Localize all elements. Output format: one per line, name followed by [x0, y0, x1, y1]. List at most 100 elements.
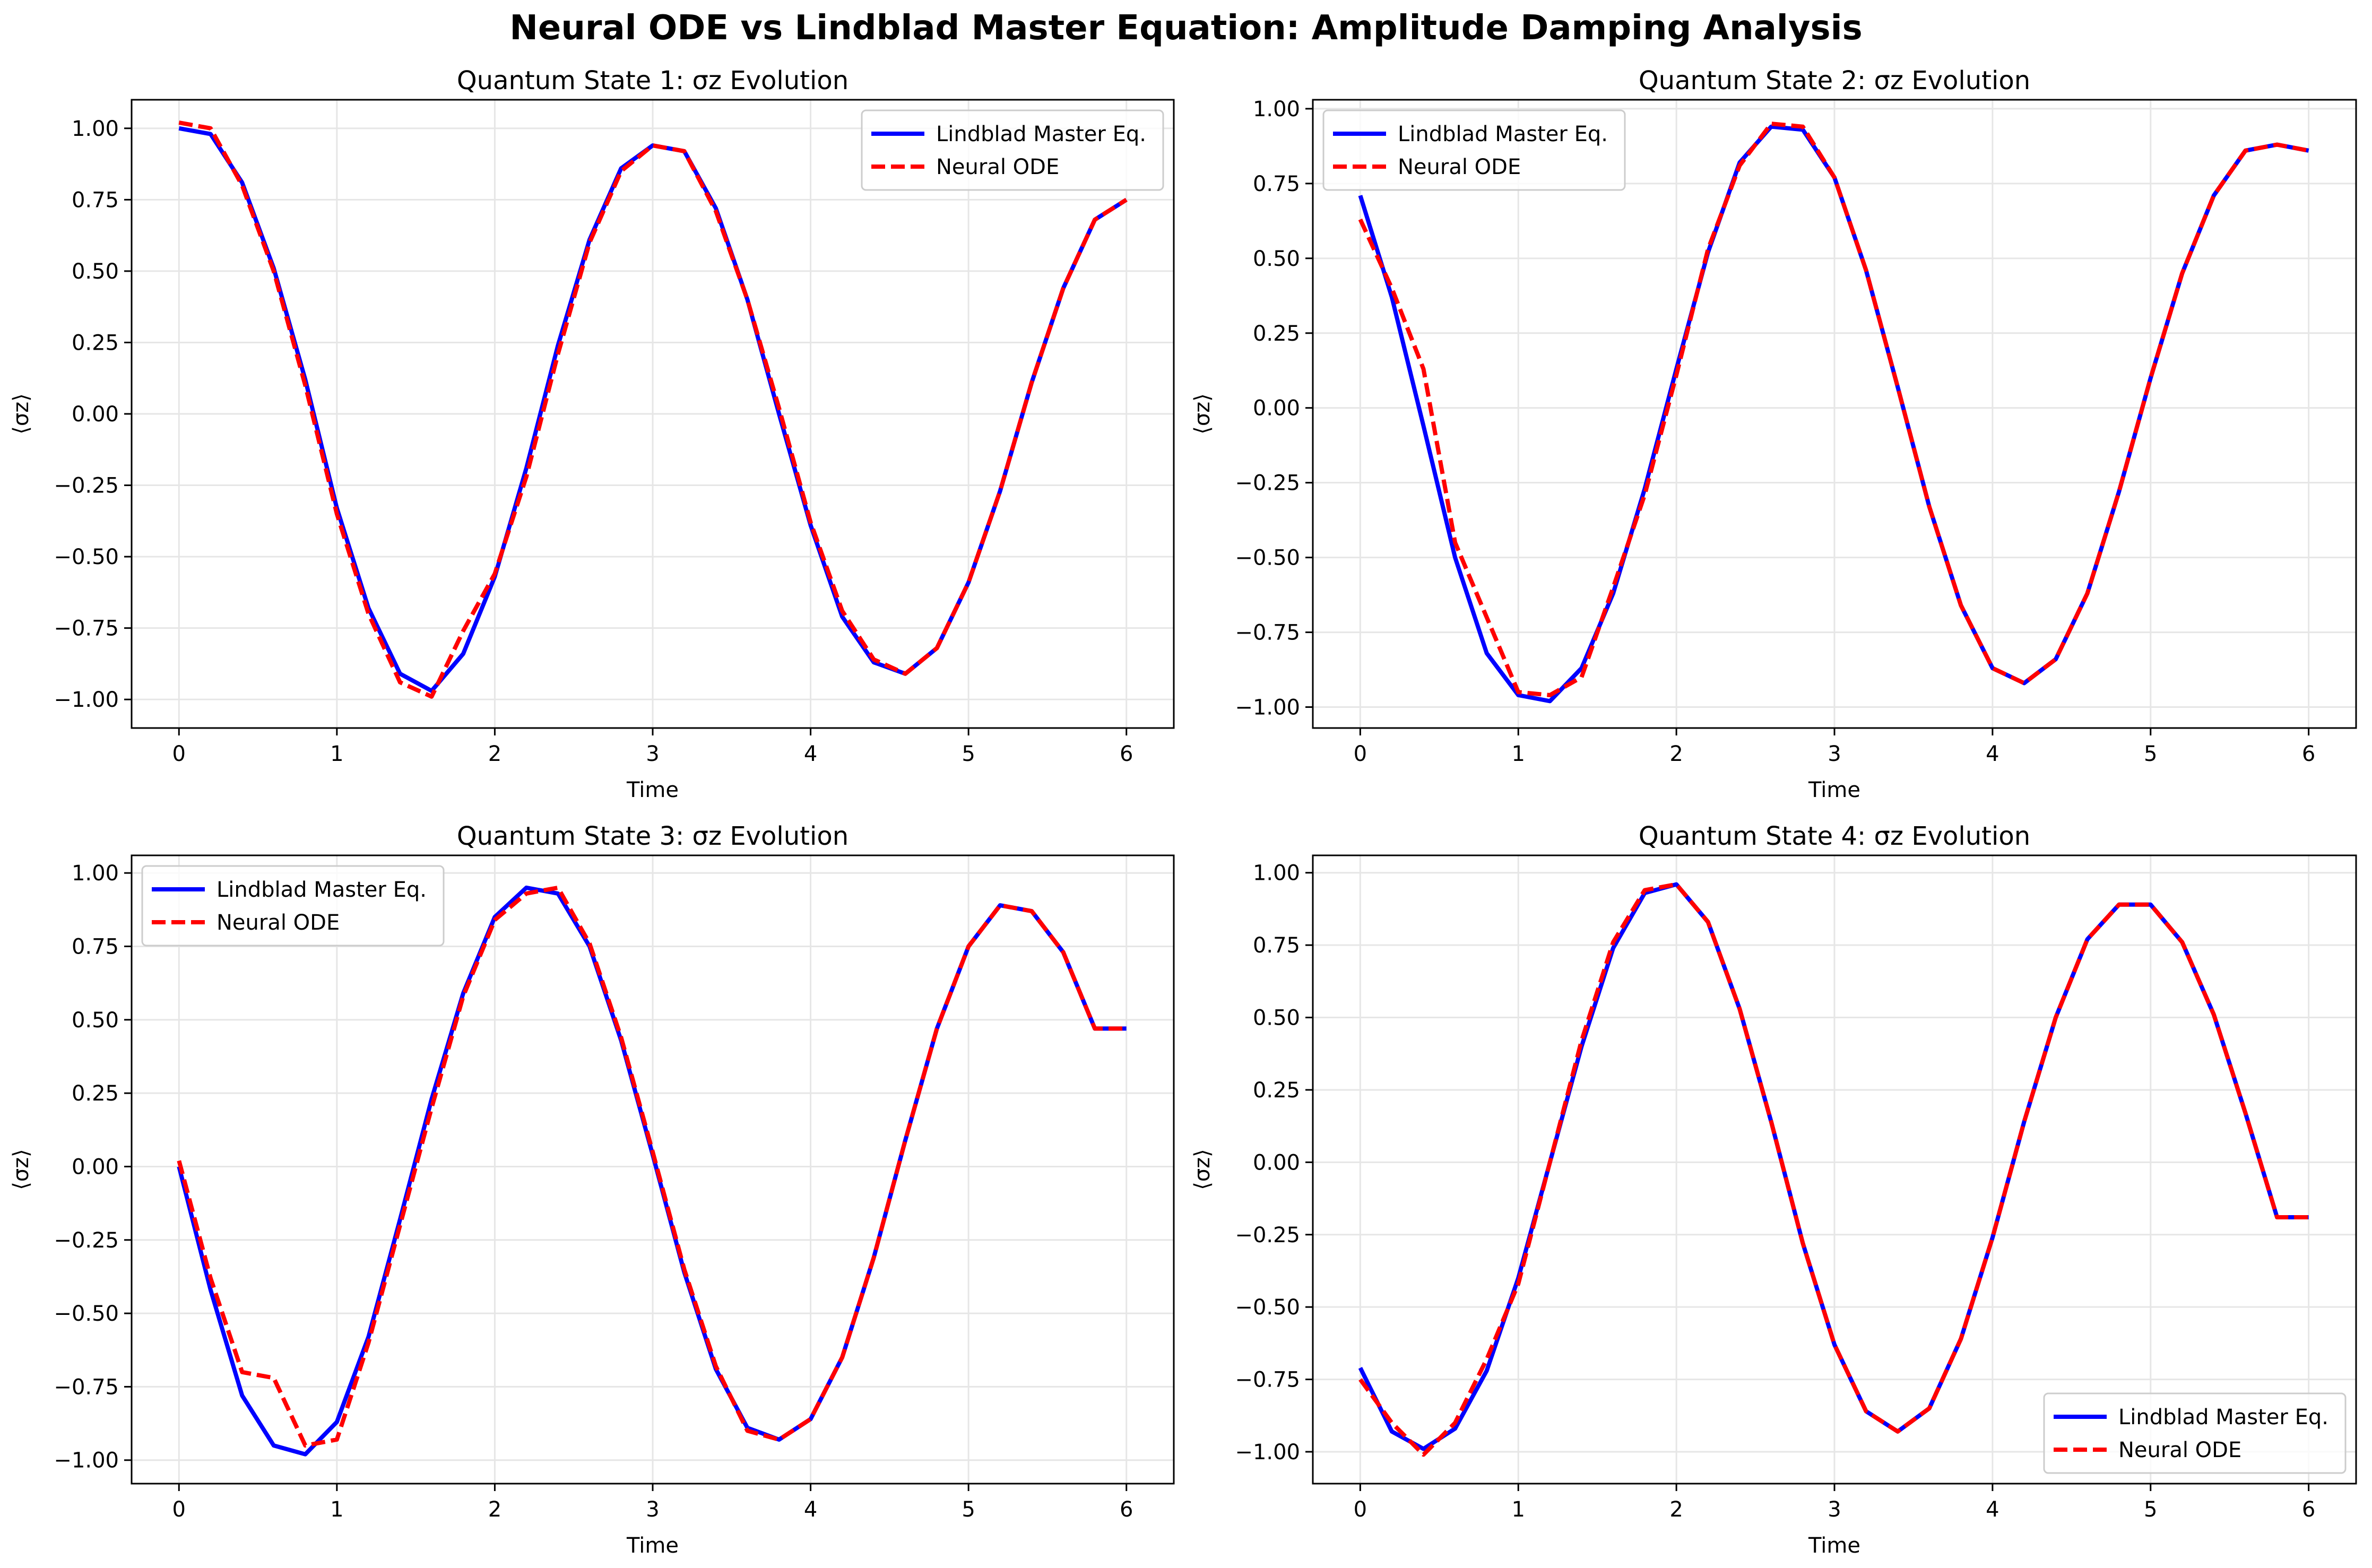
subplot-4: 0 1 2 3 4 5 6 1.00 0.75 0.50 0.25 0.00 −0.25 −0.50 −0.… — [1190, 821, 2357, 1558]
x-tick-label: 5 — [2144, 1497, 2157, 1522]
legend-box — [1322, 109, 1626, 191]
y-tick-label: 1.00 — [72, 117, 119, 141]
x-tick-label: 0 — [1354, 1497, 1367, 1522]
x-axis-label: Time — [626, 1534, 679, 1558]
y-tick-label: 0.25 — [1253, 1078, 1300, 1103]
x-tick-label: 1 — [330, 1497, 343, 1522]
series-line-neural-ode — [1358, 882, 2309, 1457]
legend-label: Neural ODE — [2118, 1438, 2241, 1462]
grid — [1313, 100, 2356, 728]
y-axis-label: ⟨σz⟩ — [9, 1149, 33, 1190]
y-tick-label: 0.25 — [72, 331, 119, 355]
legend: Lindblad Master Eq. Neural ODE — [1322, 109, 1626, 191]
legend-box — [861, 109, 1164, 191]
subplot-grid: 0 1 2 3 4 5 6 1.00 0.75 0.50 0.25 0.00 −0.25 −0.50 −0.… — [9, 66, 2357, 1558]
x-tick-label: 3 — [646, 1497, 659, 1522]
series-line-neural-ode — [177, 885, 1127, 1448]
subplot-2: 0 1 2 3 4 5 6 1.00 0.75 0.50 0.25 0.00 −0.25 −0.50 −0.… — [1190, 66, 2357, 802]
axes-frame — [1312, 854, 2357, 1485]
y-tick-label: −0.50 — [1235, 546, 1300, 570]
y-tick-label: −0.75 — [1235, 1368, 1300, 1392]
x-tick-label: 4 — [804, 742, 817, 766]
figure-title: Neural ODE vs Lindblad Master Equation: … — [509, 8, 1862, 48]
y-tick-label: 0.25 — [72, 1081, 119, 1106]
x-tick-label: 0 — [172, 1497, 186, 1522]
x-tick-label: 3 — [1828, 742, 1841, 766]
legend-label: Neural ODE — [217, 911, 340, 935]
axes-frame — [131, 99, 1175, 729]
legend: Lindblad Master Eq. Neural ODE — [2043, 1392, 2347, 1474]
axes-frame — [131, 854, 1175, 1485]
legend-label: Lindblad Master Eq. — [1398, 122, 1608, 146]
legend-box — [141, 865, 445, 947]
legend-label: Lindblad Master Eq. — [936, 122, 1146, 146]
y-tick-label: 1.00 — [72, 861, 119, 886]
y-tick-label: −1.00 — [54, 688, 119, 712]
y-tick-label: −0.75 — [1235, 621, 1300, 645]
x-tick-label: 5 — [962, 742, 975, 766]
x-tick-label: 1 — [330, 742, 343, 766]
x-axis-label: Time — [1808, 778, 1860, 802]
x-tick-label: 4 — [804, 1497, 817, 1522]
y-tick-label: 0.75 — [1253, 172, 1300, 196]
subplot-3: 0 1 2 3 4 5 6 1.00 0.75 0.50 0.25 0.00 −0.25 −0.50 −0.… — [9, 821, 1175, 1558]
y-axis-label: ⟨σz⟩ — [1190, 393, 1215, 435]
y-tick-label: 1.00 — [1253, 97, 1300, 122]
y-tick-label: 0.50 — [72, 1008, 119, 1033]
subplot-title: Quantum State 3: σz Evolution — [457, 821, 849, 851]
legend-label: Lindblad Master Eq. — [217, 878, 427, 902]
y-tick-label: 0.50 — [1253, 247, 1300, 271]
x-tick-label: 1 — [1512, 742, 1525, 766]
x-tick-label: 3 — [646, 742, 659, 766]
y-tick-label: −1.00 — [54, 1449, 119, 1473]
series-line-neural-ode — [178, 120, 1128, 699]
y-axis-label: ⟨σz⟩ — [1190, 1149, 1215, 1190]
axes-frame — [1312, 99, 2357, 729]
subplot-title: Quantum State 2: σz Evolution — [1639, 66, 2030, 96]
x-axis-label: Time — [1808, 1534, 1860, 1558]
y-tick-label: −0.50 — [54, 1302, 119, 1326]
x-tick-label: 4 — [1986, 742, 1999, 766]
y-tick-label: 0.00 — [72, 1155, 119, 1179]
y-axis-label: ⟨σz⟩ — [9, 393, 33, 435]
y-tick-label: −1.00 — [1235, 696, 1300, 720]
y-tick-label: −0.25 — [54, 1228, 119, 1253]
x-tick-label: 2 — [488, 1497, 501, 1522]
x-tick-label: 4 — [1986, 1497, 1999, 1522]
y-tick-label: 1.00 — [1253, 861, 1300, 886]
x-tick-label: 2 — [488, 742, 501, 766]
x-tick-label: 2 — [1669, 1497, 1683, 1522]
legend: Lindblad Master Eq. Neural ODE — [141, 865, 445, 947]
grid — [1313, 855, 2356, 1484]
y-tick-label: 0.25 — [1253, 322, 1300, 346]
y-tick-label: 0.00 — [72, 402, 119, 427]
subplot-1: 0 1 2 3 4 5 6 1.00 0.75 0.50 0.25 0.00 −0.25 −0.50 −0.… — [9, 66, 1175, 802]
x-axis-label: Time — [626, 778, 679, 802]
legend-label: Neural ODE — [936, 155, 1059, 179]
y-tick-label: −0.25 — [1235, 1223, 1300, 1248]
x-tick-label: 6 — [1120, 1497, 1133, 1522]
grid — [132, 855, 1174, 1484]
series-line-neural-ode — [1358, 122, 2309, 697]
y-tick-label: −0.25 — [1235, 471, 1300, 496]
subplot-title: Quantum State 1: σz Evolution — [457, 66, 849, 96]
y-tick-label: −0.25 — [54, 474, 119, 498]
x-tick-label: 0 — [172, 742, 186, 766]
x-tick-label: 6 — [2302, 1497, 2315, 1522]
x-tick-label: 6 — [2302, 742, 2315, 766]
y-tick-label: 0.50 — [72, 259, 119, 284]
x-tick-label: 3 — [1828, 1497, 1841, 1522]
x-tick-label: 2 — [1669, 742, 1683, 766]
legend-label: Neural ODE — [1398, 155, 1521, 179]
y-tick-label: 0.75 — [1253, 933, 1300, 958]
y-tick-label: 0.75 — [72, 188, 119, 212]
y-tick-label: 0.50 — [1253, 1006, 1300, 1030]
legend-box — [2043, 1392, 2347, 1474]
y-tick-label: −0.50 — [1235, 1295, 1300, 1320]
y-tick-label: 0.00 — [1253, 1150, 1300, 1175]
x-tick-label: 6 — [1120, 742, 1133, 766]
y-tick-label: −0.75 — [54, 1375, 119, 1399]
y-tick-label: −0.50 — [54, 545, 119, 569]
y-tick-label: 0.00 — [1253, 396, 1300, 421]
